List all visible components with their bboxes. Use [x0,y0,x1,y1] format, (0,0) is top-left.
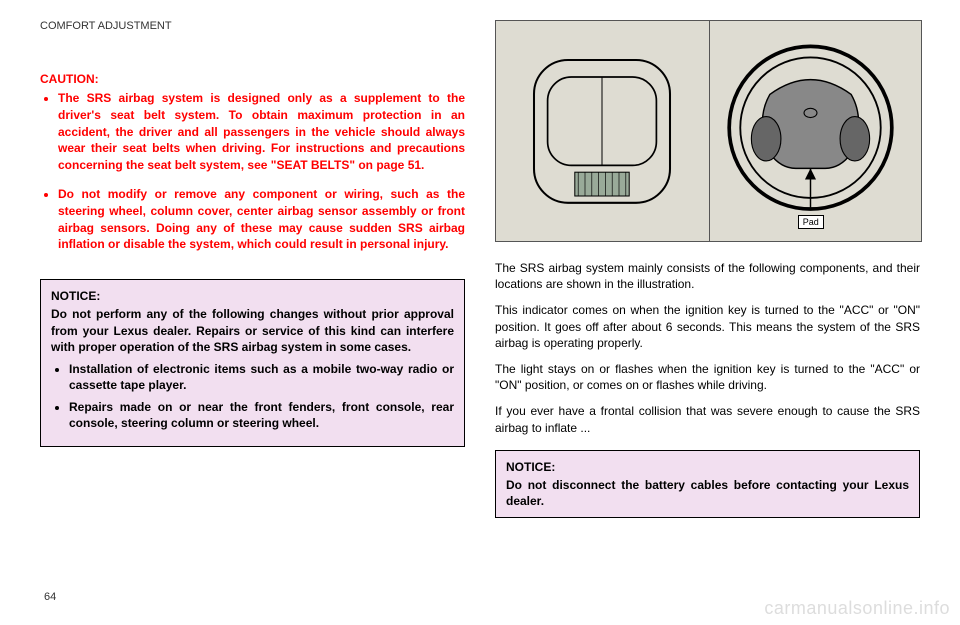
paragraph: The SRS airbag system mainly consists of… [495,260,920,292]
notice-box-right: NOTICE: Do not disconnect the battery ca… [495,450,920,519]
notice-text: Do not disconnect the battery cables bef… [506,478,909,508]
steering-wheel-icon [717,39,904,224]
paragraph: The light stays on or flashes when the i… [495,361,920,393]
paragraph: This indicator comes on when the ignitio… [495,302,920,351]
notice-box-left: NOTICE: Do not perform any of the follow… [40,279,465,447]
watermark: carmanualsonline.info [764,598,950,619]
left-column: COMFORT ADJUSTMENT CAUTION: The SRS airb… [40,20,465,518]
notice-label: NOTICE: [51,288,454,304]
notice-intro: Do not perform any of the following chan… [51,307,454,353]
diagram-divider [709,21,710,241]
notice-item: Installation of electronic items such as… [69,361,454,393]
car-hood-icon [517,39,687,224]
caution-list: The SRS airbag system is designed only a… [40,90,465,265]
page: COMFORT ADJUSTMENT CAUTION: The SRS airb… [0,0,960,528]
notice-label: NOTICE: [506,459,909,475]
paragraph: If you ever have a frontal collision tha… [495,403,920,435]
pad-label-text: Pad [803,217,819,227]
pad-label: Pad [798,215,824,229]
caution-label: CAUTION: [40,72,465,86]
page-number: 64 [44,591,56,603]
notice-item: Repairs made on or near the front fender… [69,399,454,431]
caution-item: Do not modify or remove any component or… [58,186,465,253]
notice-list: Installation of electronic items such as… [51,361,454,432]
airbag-diagram: Pad [495,20,922,242]
section-header: COMFORT ADJUSTMENT [40,20,465,32]
right-column: Pad The SRS airbag system mainly consist… [495,20,920,518]
caution-item: The SRS airbag system is designed only a… [58,90,465,174]
